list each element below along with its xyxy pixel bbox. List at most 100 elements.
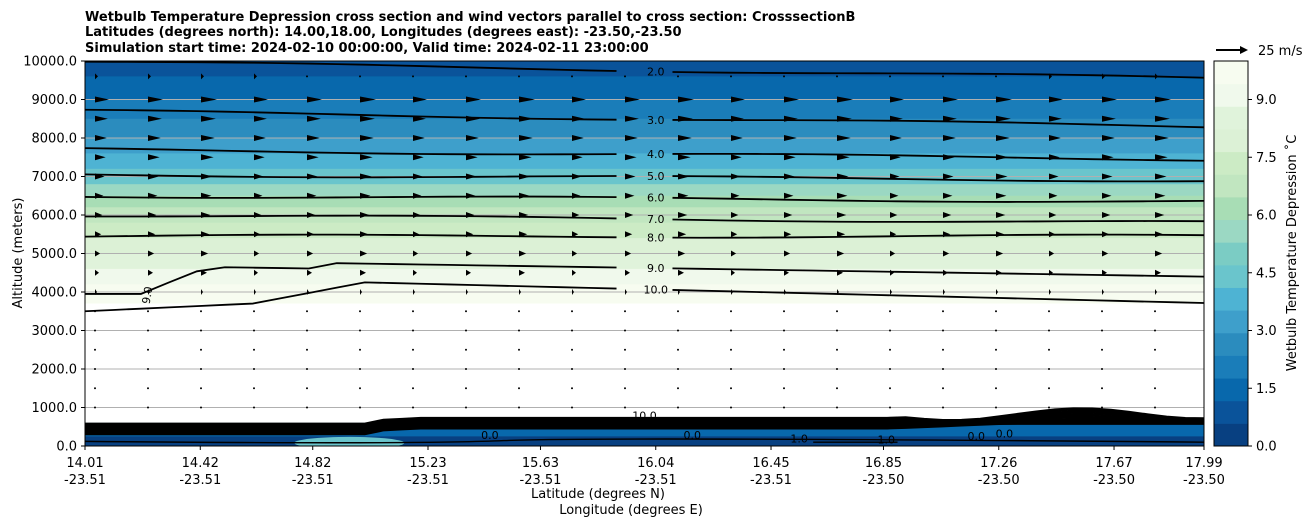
field-band-white — [85, 303, 1204, 423]
colorbar-tick-label: 4.5 — [1256, 266, 1277, 281]
wind-vector — [1155, 250, 1163, 257]
wind-vector — [359, 310, 361, 313]
wind-vector — [519, 192, 530, 199]
wind-vector — [995, 329, 997, 332]
y-tick-label: 0.0 — [56, 440, 77, 455]
wind-vector — [889, 348, 891, 351]
wind-vector — [518, 368, 520, 370]
wind-vector — [201, 212, 211, 218]
wind-vector — [359, 75, 361, 78]
wind-vector — [307, 135, 320, 141]
wind-vector — [678, 192, 689, 199]
wind-vector — [889, 75, 891, 78]
wind-vector — [995, 75, 997, 78]
wind-vector — [360, 231, 369, 238]
contour-line — [85, 147, 617, 156]
wind-vector — [253, 329, 255, 332]
wind-vector — [731, 289, 733, 295]
wind-vector — [943, 173, 954, 180]
wind-vector — [943, 250, 950, 257]
quiver-key-label: 25 m/s — [1258, 44, 1303, 59]
wind-vector — [731, 269, 735, 276]
wind-vector — [360, 192, 371, 199]
wind-vector — [730, 368, 732, 370]
wind-vector — [1154, 310, 1156, 313]
wind-vector — [571, 310, 573, 313]
title-line-2: Latitudes (degrees north): 14.00,18.00, … — [85, 25, 682, 40]
wind-vector — [413, 231, 420, 238]
wind-vector — [466, 269, 471, 276]
wind-vector — [943, 269, 948, 276]
wind-vector — [996, 231, 1005, 238]
field-band — [85, 222, 1204, 239]
contour-label: 9.0 — [140, 285, 156, 304]
wind-vector — [784, 269, 789, 276]
wind-vector — [94, 406, 96, 409]
wind-vector — [837, 212, 847, 218]
wind-vector — [147, 348, 149, 351]
wind-vector — [731, 115, 744, 122]
colorbar-tick-label: 9.0 — [1256, 93, 1277, 108]
wind-vector — [1049, 115, 1062, 122]
wind-vector — [518, 310, 520, 313]
wind-vector — [253, 310, 255, 313]
y-tick-label: 10000.0 — [23, 55, 77, 70]
wind-vector — [148, 212, 157, 218]
colorbar-swatch — [1214, 423, 1248, 447]
wind-vector — [1155, 231, 1164, 238]
wind-vector — [148, 96, 163, 103]
contour-line — [85, 214, 617, 220]
low-contour-label: 1.0 — [878, 433, 896, 446]
wind-vector — [995, 368, 997, 370]
wind-vector — [624, 310, 626, 313]
wind-vector — [519, 154, 532, 161]
x-tick-label-lon: -23.51 — [520, 473, 562, 488]
wind-vector — [625, 250, 632, 257]
wind-vector — [1101, 387, 1103, 390]
wind-vector — [943, 96, 958, 103]
wind-vector — [731, 135, 743, 141]
x-tick-label-lon: -23.51 — [292, 473, 334, 488]
wind-vector — [254, 154, 265, 161]
wind-vector — [519, 250, 527, 257]
wind-vector — [677, 75, 679, 78]
wind-vector — [254, 250, 260, 257]
wind-vector — [307, 269, 312, 276]
wind-vector — [943, 135, 956, 141]
colorbar-tick-label: 0.0 — [1256, 440, 1277, 455]
wind-vector — [148, 173, 159, 180]
wind-vector — [890, 289, 892, 295]
wind-vector — [95, 73, 98, 80]
quiver-key-arrow-icon — [1240, 46, 1248, 54]
wind-vector — [783, 310, 785, 313]
wind-vector — [731, 154, 742, 161]
contour-line — [85, 61, 617, 72]
wind-vector — [1048, 329, 1050, 332]
wind-vector — [571, 387, 573, 390]
y-tick-label: 6000.0 — [32, 209, 78, 224]
field-patch — [294, 436, 405, 446]
wind-vector — [466, 173, 477, 180]
wind-vector — [254, 73, 257, 80]
wind-vector — [306, 75, 308, 78]
wind-vector — [94, 387, 96, 390]
low-contour-line — [85, 438, 1204, 444]
x-tick-label-lat: 16.04 — [637, 456, 674, 471]
wind-vector — [1101, 368, 1103, 370]
field-band — [85, 138, 1204, 154]
wind-vector — [942, 387, 944, 390]
wind-vector — [942, 329, 944, 332]
wind-vector — [1155, 289, 1157, 295]
wind-vector — [943, 154, 955, 161]
wind-vector — [254, 289, 256, 295]
wind-vector — [413, 212, 421, 218]
wind-vector — [519, 231, 528, 238]
wind-vector — [306, 387, 308, 390]
wind-vector — [253, 387, 255, 390]
wind-vector — [307, 231, 315, 238]
wind-vector — [518, 348, 520, 351]
wind-vector — [625, 192, 635, 199]
wind-vector — [360, 212, 370, 218]
wind-vector — [572, 173, 582, 180]
